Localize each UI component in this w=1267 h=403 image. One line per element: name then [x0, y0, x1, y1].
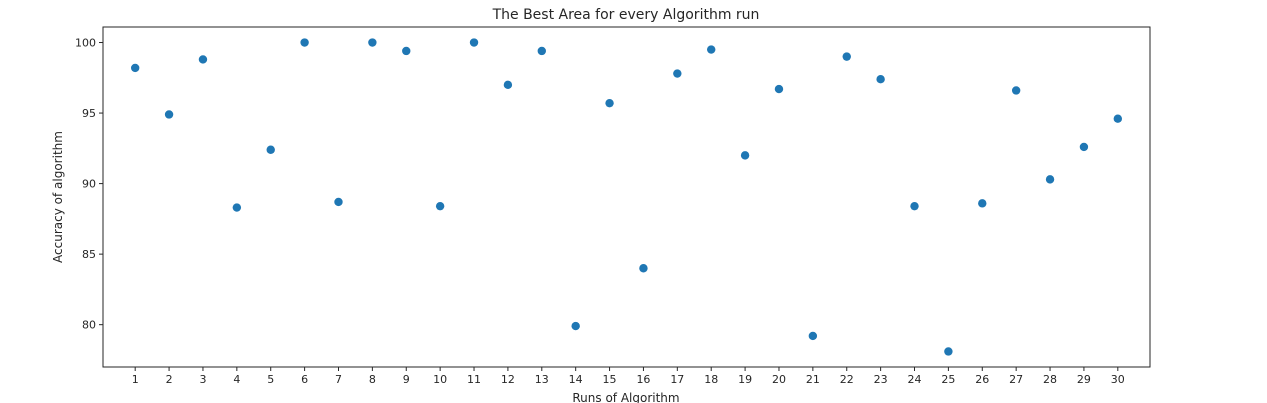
data-point	[300, 38, 309, 47]
data-point	[876, 74, 885, 84]
y-tick-label: 85	[82, 248, 96, 261]
x-tick-label: 21	[806, 373, 820, 386]
x-tick-label: 14	[569, 373, 583, 386]
x-tick-label: 17	[670, 373, 684, 386]
data-point	[571, 321, 580, 331]
y-tick-label: 95	[82, 107, 96, 120]
data-points	[130, 38, 1123, 356]
data-point	[639, 264, 648, 273]
y-axis-label: Accuracy of algorithm	[51, 131, 65, 263]
data-point	[707, 45, 716, 54]
data-point	[503, 80, 513, 90]
data-point	[198, 55, 208, 64]
y-tick-label: 90	[82, 178, 96, 191]
x-tick-label: 15	[603, 373, 617, 386]
plot-frame	[102, 26, 1151, 368]
x-tick-label: 2	[166, 373, 173, 386]
data-point	[1011, 86, 1021, 95]
x-axis-label: Runs of Algorithm	[572, 391, 679, 403]
x-tick-label: 19	[738, 373, 752, 386]
x-tick-label: 11	[467, 373, 481, 386]
x-tick-label: 6	[301, 373, 308, 386]
x-tick-label: 10	[433, 373, 447, 386]
data-point	[740, 151, 750, 160]
data-point	[808, 331, 818, 341]
y-axis-ticks: 80 85 90 95 100	[75, 37, 103, 332]
x-tick-label: 1	[132, 373, 139, 386]
data-point	[130, 63, 140, 73]
x-tick-label: 23	[874, 373, 888, 386]
x-tick-label: 12	[501, 373, 515, 386]
data-point	[435, 201, 445, 211]
x-tick-label: 22	[840, 373, 854, 386]
data-point	[402, 46, 411, 56]
chart-title: The Best Area for every Algorithm run	[492, 7, 760, 23]
data-point	[944, 347, 953, 356]
x-tick-label: 16	[636, 373, 650, 386]
x-tick-label: 26	[975, 373, 989, 386]
x-axis-ticks: 1 2 3 4 5 6 7 8 9 10 11 12 13 14 15 16 17 18 19 20 21 22 23 24 2…	[132, 367, 1125, 386]
data-point	[469, 38, 479, 47]
x-tick-label: 8	[369, 373, 376, 386]
x-tick-label: 9	[403, 373, 410, 386]
data-point	[368, 38, 377, 47]
data-point	[164, 110, 174, 119]
data-point	[605, 98, 614, 108]
data-point	[1045, 175, 1055, 184]
x-tick-label: 4	[233, 373, 240, 386]
data-point	[673, 69, 682, 78]
data-point	[978, 199, 987, 208]
data-point	[1113, 114, 1123, 123]
data-point	[537, 46, 546, 56]
data-point	[266, 145, 275, 154]
x-tick-label: 5	[267, 373, 274, 386]
x-tick-label: 18	[704, 373, 718, 386]
x-tick-label: 3	[199, 373, 206, 386]
x-tick-label: 28	[1043, 373, 1057, 386]
x-tick-label: 30	[1111, 373, 1125, 386]
x-tick-label: 13	[535, 373, 549, 386]
y-tick-label: 80	[82, 319, 96, 332]
data-point	[842, 52, 851, 61]
data-point	[334, 197, 343, 207]
data-point	[774, 84, 784, 94]
x-tick-label: 7	[335, 373, 342, 386]
x-tick-label: 25	[941, 373, 955, 386]
x-tick-label: 20	[772, 373, 786, 386]
data-point	[1079, 142, 1089, 152]
x-tick-label: 27	[1009, 373, 1023, 386]
data-point	[232, 203, 242, 212]
data-point	[910, 201, 919, 211]
y-tick-label: 100	[75, 37, 96, 50]
x-tick-label: 29	[1077, 373, 1091, 386]
x-tick-label: 24	[908, 373, 922, 386]
